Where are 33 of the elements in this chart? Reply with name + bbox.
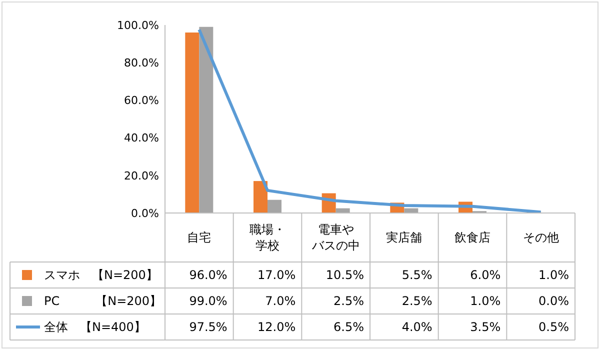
legend-label: 全体 【N=400】 — [44, 320, 146, 334]
data-label: 0.0% — [538, 294, 569, 308]
data-label: 7.0% — [265, 294, 296, 308]
data-label: 0.5% — [538, 320, 569, 334]
x-tick-label: その他 — [522, 230, 559, 245]
y-tick-label: 80.0% — [124, 56, 159, 70]
legend-label: PC 【N=200】 — [44, 294, 162, 308]
data-label: 1.0% — [470, 294, 501, 308]
data-label: 2.5% — [402, 294, 432, 308]
data-label: 1.0% — [538, 268, 569, 282]
data-label: 6.5% — [334, 320, 364, 334]
legend-label: スマホ 【N=200】 — [44, 268, 158, 282]
y-tick-label: 20.0% — [124, 169, 159, 182]
data-label: 2.5% — [334, 294, 364, 308]
data-label: 17.0% — [258, 268, 296, 282]
data-label: 10.5% — [326, 268, 364, 282]
data-label: 97.5% — [189, 320, 228, 334]
x-tick-label: 職場・学校 — [250, 222, 286, 253]
y-tick-label: 0.0% — [131, 206, 159, 220]
x-tick-label: 実店舗 — [386, 230, 422, 245]
data-label: 12.0% — [258, 320, 296, 334]
x-tick-label: 飲食店 — [454, 230, 490, 245]
data-label: 99.0% — [189, 294, 228, 308]
data-label: 6.0% — [470, 268, 501, 282]
y-tick-label: 60.0% — [124, 94, 159, 108]
data-label: 3.5% — [470, 320, 501, 334]
x-tick-label: 自宅 — [187, 230, 212, 245]
data-label: 5.5% — [402, 268, 432, 282]
y-tick-label: 40.0% — [124, 132, 159, 145]
y-tick-label: 100.0% — [117, 18, 159, 32]
data-label: 96.0% — [189, 268, 228, 282]
x-tick-label: 電車やバスの中 — [310, 222, 360, 253]
data-label: 4.0% — [402, 320, 432, 334]
